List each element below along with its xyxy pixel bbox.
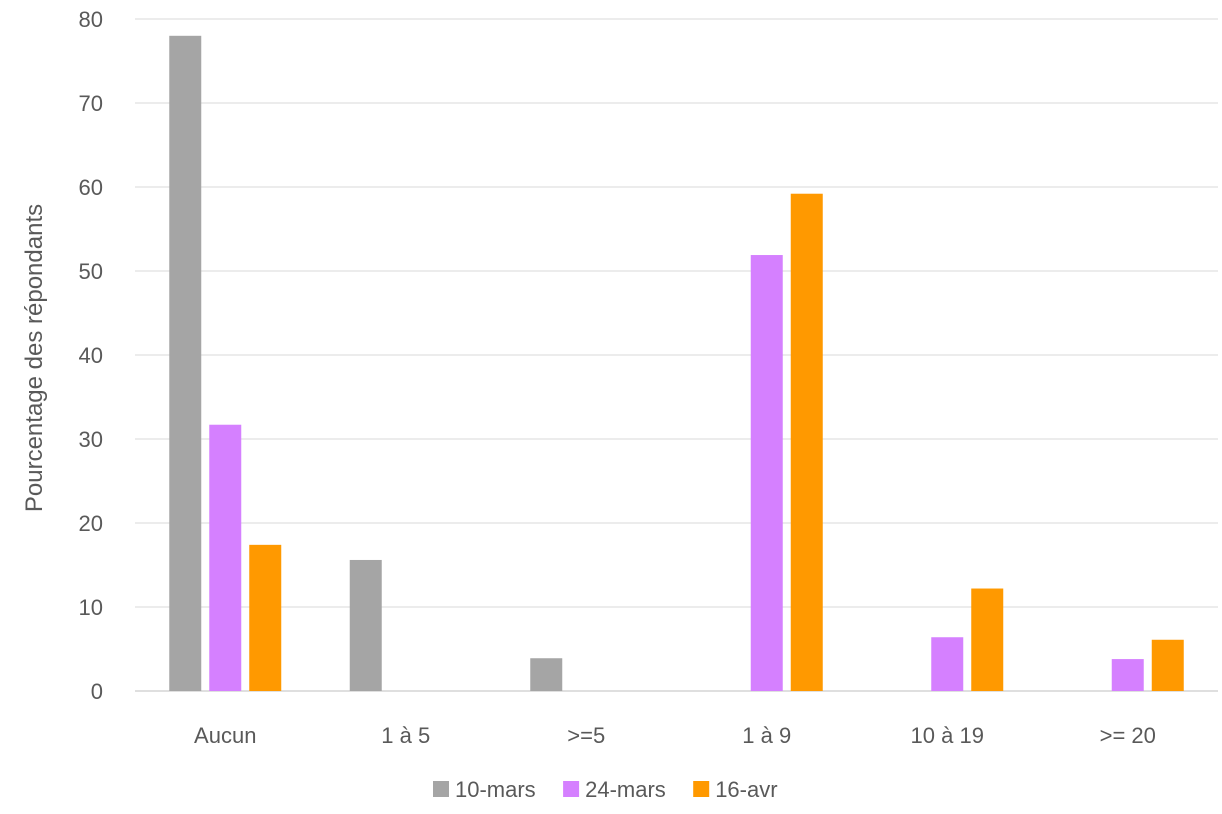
bar-24-mars bbox=[750, 255, 783, 692]
y-tick-label: 60 bbox=[79, 175, 103, 200]
legend-label: 24-mars bbox=[585, 777, 666, 802]
legend-label: 10-mars bbox=[455, 777, 536, 802]
y-tick-label: 30 bbox=[79, 427, 103, 452]
y-tick-label: 20 bbox=[79, 511, 103, 536]
y-axis-ticks: 0 10 20 30 40 50 60 70 80 bbox=[79, 7, 103, 704]
y-tick-label: 40 bbox=[79, 343, 103, 368]
bar-24-mars bbox=[209, 424, 242, 691]
y-tick-label: 0 bbox=[91, 679, 103, 704]
y-tick-label: 50 bbox=[79, 259, 103, 284]
bar-16-avr bbox=[1151, 639, 1184, 691]
bars bbox=[169, 35, 1184, 692]
x-axis-categories: Aucun 1 à 5 >=5 1 à 9 10 à 19 >= 20 bbox=[194, 723, 1156, 748]
bar-24-mars bbox=[931, 637, 964, 691]
bar-10-mars bbox=[349, 559, 382, 691]
x-category-label: Aucun bbox=[194, 723, 256, 748]
bar-24-mars bbox=[1111, 659, 1144, 691]
legend-label: 16-avr bbox=[715, 777, 777, 802]
legend-swatch bbox=[433, 781, 449, 797]
bar-16-avr bbox=[249, 544, 282, 691]
x-category-label: 1 à 9 bbox=[742, 723, 791, 748]
legend: 10-mars 24-mars 16-avr bbox=[433, 777, 778, 802]
bar-16-avr bbox=[971, 588, 1004, 691]
legend-swatch bbox=[693, 781, 710, 797]
x-category-label: >=5 bbox=[567, 723, 605, 748]
x-category-label: 10 à 19 bbox=[911, 723, 984, 748]
legend-swatch bbox=[563, 781, 580, 797]
y-tick-label: 10 bbox=[79, 595, 103, 620]
bar-16-avr bbox=[790, 193, 823, 691]
x-category-label: 1 à 5 bbox=[381, 723, 430, 748]
x-category-label: >= 20 bbox=[1100, 723, 1156, 748]
bar-10-mars bbox=[530, 658, 563, 691]
y-axis-title: Pourcentage des répondants bbox=[21, 204, 48, 512]
y-tick-label: 80 bbox=[79, 7, 103, 32]
gridlines bbox=[135, 18, 1218, 692]
y-tick-label: 70 bbox=[79, 91, 103, 116]
bar-10-mars bbox=[169, 35, 202, 692]
